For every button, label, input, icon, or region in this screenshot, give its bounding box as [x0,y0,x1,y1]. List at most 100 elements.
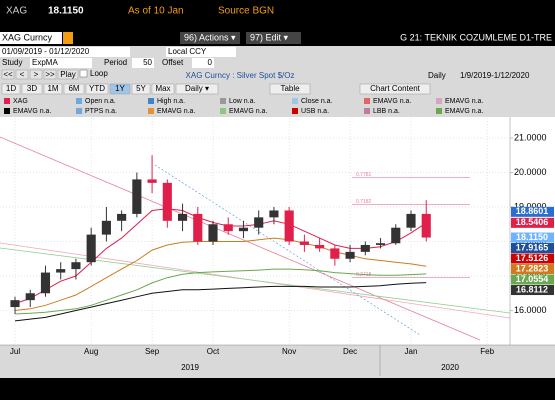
period-label: Period [104,58,127,67]
legend-label: XAG [13,98,28,105]
edit: 97) Edit ▾ [250,32,289,42]
offset: 0 [208,58,213,67]
candle-body [162,182,172,221]
as-of: As of 10 Jan [128,6,184,17]
x-tick-label: Nov [282,347,296,356]
x-tick-label: Jul [10,347,20,356]
tab-button[interactable] [131,83,151,95]
legend-label: EMAVG n.a. [373,98,411,105]
year-label: 2020 [441,363,459,372]
frequency: Daily [428,71,446,80]
candle-body [10,300,20,308]
legend-swatch [364,108,370,114]
candle-body [345,251,355,259]
date-range: 01/09/2019 - 01/12/2020 [2,47,90,56]
ticker: XAG [6,6,27,17]
price-tag [511,285,554,296]
play: Play [60,70,76,79]
legend-swatch [76,108,82,114]
candle-body [193,213,203,242]
candle-body [117,213,127,221]
tab-button[interactable] [109,83,131,95]
level-label: 0.2718 [356,272,372,278]
price-tag-label: 18.1150 [516,232,548,242]
security-input[interactable] [0,32,62,44]
tab-button[interactable] [63,83,85,95]
legend-swatch [436,108,442,114]
level-label: 0.7781 [356,172,372,178]
chart-title: XAG Curncy : Silver Spot $/Oz [186,71,295,80]
price-tag [511,274,554,285]
study: ExpMA [32,58,58,67]
ema-line [14,208,427,305]
legend-label: EMAVG n.a. [157,108,195,115]
candle-body [101,220,111,235]
price-tag-label: 18.8601 [516,206,549,216]
legend-label: EMAVG n.a. [13,108,51,115]
tab-button[interactable] [1,83,21,95]
tab-label: 5Y [136,84,146,93]
candle-body [284,210,294,242]
tab-button[interactable] [151,83,175,95]
price: 18.1150 [48,6,84,17]
dropdown[interactable] [63,32,73,44]
tab-label: Daily ▾ [185,84,209,93]
candle-body [223,224,233,232]
nav-button[interactable] [43,69,57,80]
y-tick-label: 19.0000 [514,201,547,211]
tab-button[interactable] [359,83,431,95]
candle-body [71,262,81,270]
study-input[interactable] [30,58,92,68]
offset-label: Offset [162,58,184,67]
trend-line [0,247,511,314]
play-button[interactable] [57,69,79,80]
offset-input[interactable] [192,58,214,68]
trend-line [154,164,421,336]
tab-label: Max [155,84,170,93]
legend-swatch [364,98,370,104]
tab-label: 1D [6,84,16,93]
source: Source BGN [218,6,274,17]
year-label: 2019 [181,363,199,372]
price-tag [511,217,554,228]
tab-button[interactable] [43,83,63,95]
edit-button[interactable] [246,32,301,44]
legend-label: Open n.a. [85,98,116,105]
candle-body [132,179,142,214]
legend-swatch [148,108,154,114]
price-tag-label: 16.8112 [516,284,548,294]
legend-swatch [148,98,154,104]
date-input[interactable] [0,47,130,57]
trend-line [0,136,481,341]
nav-label: > [34,70,39,79]
nav-label: >> [45,70,55,79]
price-tag [511,232,554,243]
loop-checkbox[interactable] [79,69,88,78]
y-tick-label: 21.0000 [514,132,547,142]
candle-body [421,213,431,238]
tab-label: 1M [47,84,58,93]
tab-label: 6M [68,84,79,93]
tab-button[interactable] [175,83,219,95]
candle-body [375,243,386,245]
actions-button[interactable] [180,32,240,44]
price-tag-label: 17.2823 [516,263,549,273]
footer-line: SN 840750 TKT GMT+3:00 H455-964-2 12-Jan… [201,391,354,397]
period-input[interactable] [132,58,154,68]
footer-line: Australia 61 2 9777 8600 Brazil 5511 239… [120,379,434,385]
nav-button[interactable] [1,69,15,80]
nav-button[interactable] [29,69,43,80]
ema-line [14,268,427,315]
price-tag-label: 18.5406 [516,217,549,227]
legend-label: Close n.a. [301,98,333,105]
tab-label: 1Y [115,84,125,93]
y-tick-label: 16.0000 [514,305,547,315]
tab-button[interactable] [21,83,43,95]
tab-button[interactable] [269,83,311,95]
tab-button[interactable] [85,83,109,95]
candle-body [360,244,370,252]
level-label: 0.7182 [356,199,372,205]
currency-select[interactable] [166,47,236,57]
nav-button[interactable] [15,69,29,80]
candle-body [330,248,340,259]
